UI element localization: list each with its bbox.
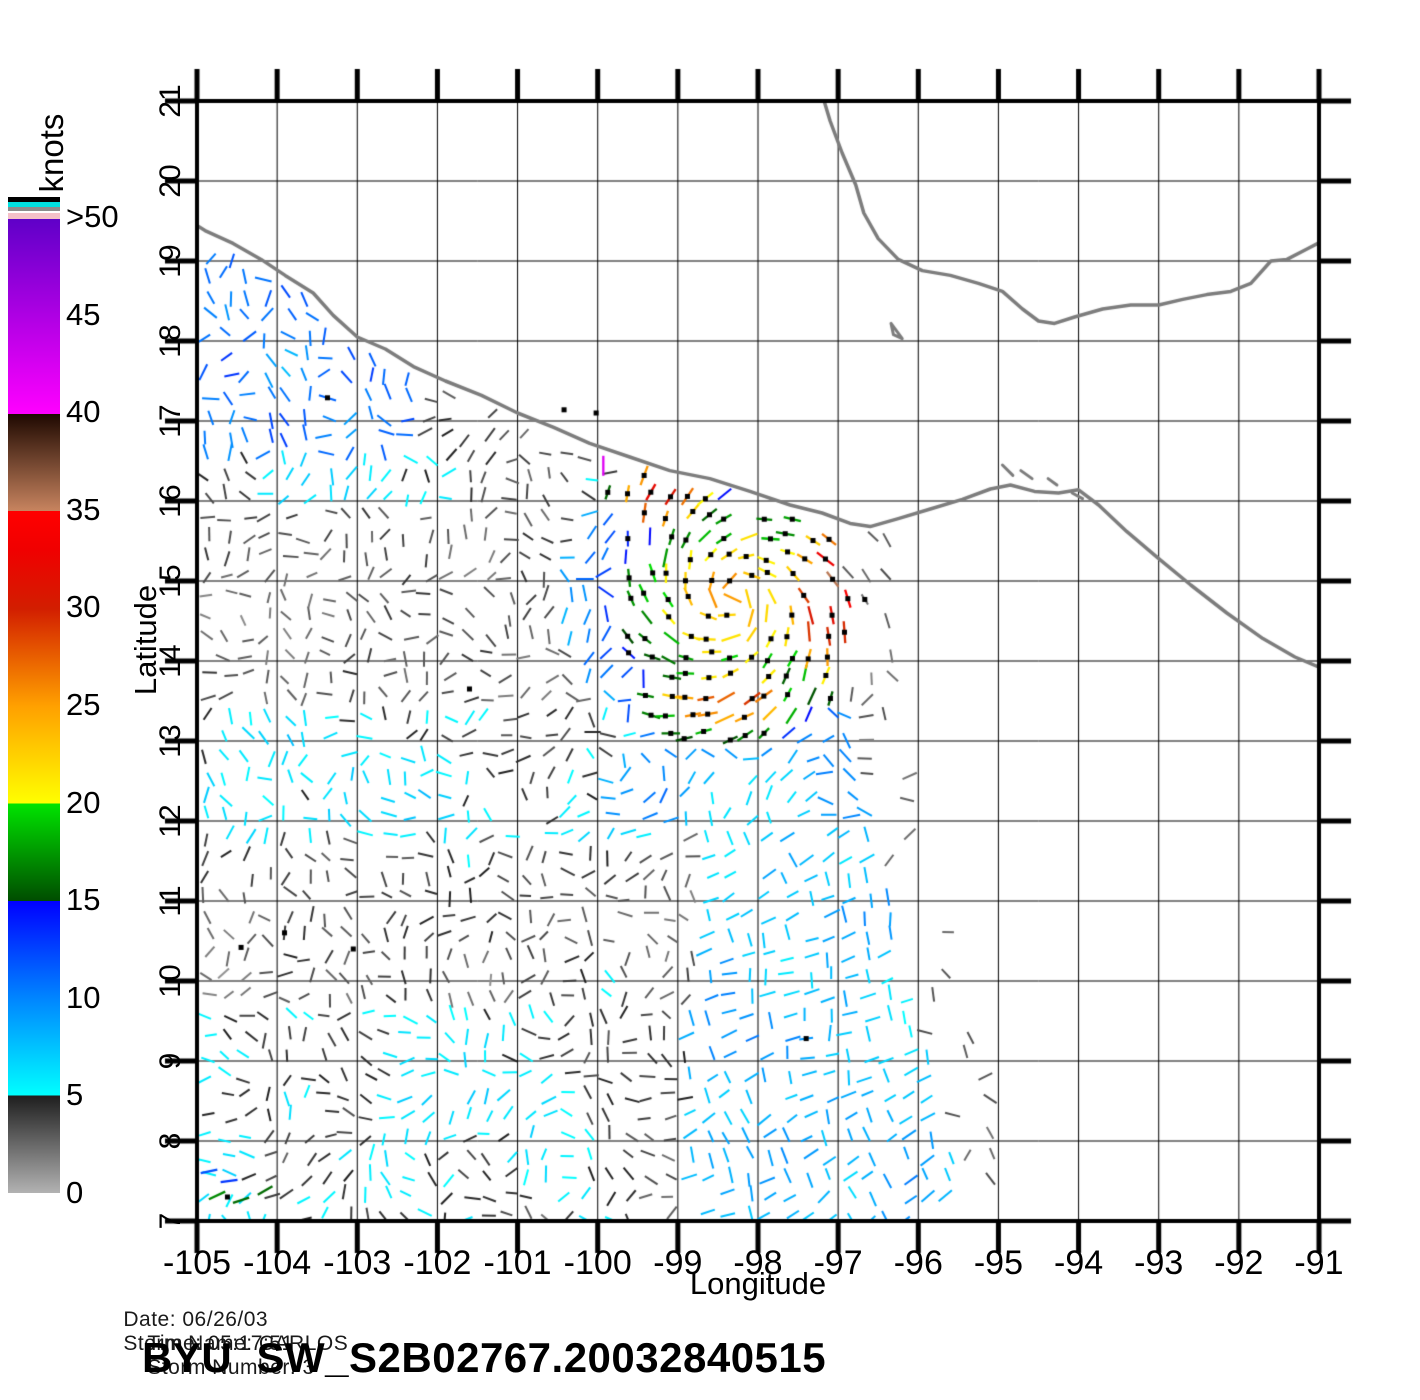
y-tick-label: 17 [154, 404, 187, 438]
x-tick-label: -97 [813, 1244, 863, 1282]
y-tick-label: 19 [154, 244, 187, 278]
colorbar-label: 20 [66, 784, 101, 820]
y-tick-label: 11 [154, 885, 187, 917]
y-tick-label: 16 [154, 484, 187, 518]
x-tick-label: -91 [1294, 1244, 1344, 1282]
x-tick-label: -104 [243, 1244, 312, 1282]
colorbar-stripe-0 [8, 197, 60, 202]
colorbar-label: 45 [66, 296, 101, 332]
y-tick-label: 10 [154, 964, 187, 998]
colorbar-stripe-1 [8, 202, 60, 207]
y-tick-label: 21 [154, 84, 187, 118]
x-tick-label: -96 [893, 1244, 943, 1282]
colorbar-stripe-4 [8, 213, 60, 219]
time-label: Time: 05:17:51 [147, 1332, 294, 1355]
x-tick-label: -99 [653, 1244, 703, 1282]
x-tick-label: -105 [162, 1244, 232, 1282]
x-tick-label: -101 [483, 1244, 552, 1282]
y-tick-label: 13 [154, 724, 187, 758]
y-axis-title: Latitude [128, 584, 163, 696]
colorbar-label: 5 [66, 1077, 84, 1113]
x-tick-label: -100 [563, 1244, 632, 1282]
y-tick-label: 12 [154, 804, 187, 838]
figure-title: BYU SW_S2B02767.20032840515 [142, 1334, 827, 1381]
colorbar-label: 10 [66, 979, 101, 1015]
footer-storm-info: Storm Name: CARLOS Storm Number: 3 [98, 1308, 348, 1400]
colorbar-stripe-3 [8, 211, 60, 213]
x-tick-label: -98 [733, 1244, 783, 1282]
colorbar-label: 15 [66, 882, 101, 918]
x-tick-label: -93 [1134, 1244, 1184, 1282]
colorbar [8, 219, 60, 1193]
colorbar-label: 0 [66, 1175, 84, 1210]
colorbar-stripe-2 [8, 207, 60, 211]
colorbar-label: 40 [66, 394, 101, 430]
footer-date-time: Date: 06/26/03 Time: 05:17:51 [98, 1284, 294, 1380]
y-tick-label: 14 [154, 644, 187, 678]
x-tick-label: -94 [1053, 1244, 1104, 1282]
colorbar-label: >50 [66, 199, 119, 234]
colorbar-title: knots [33, 113, 70, 193]
y-tick-label: 9 [154, 1052, 187, 1070]
y-tick-label: 18 [154, 324, 187, 358]
date-label: Date: 06/26/03 [123, 1308, 269, 1331]
colorbar-rain-flag-stripes [8, 197, 60, 219]
storm-number-label: Storm Number: 3 [147, 1356, 315, 1379]
y-tick-label: 20 [154, 164, 187, 198]
colorbar-label: 25 [66, 687, 101, 722]
colorbar-label: 35 [66, 491, 101, 527]
y-tick-label: 7 [154, 1212, 187, 1230]
x-tick-label: -103 [323, 1244, 392, 1282]
x-axis-title: Longitude [689, 1266, 827, 1301]
x-tick-label: -102 [403, 1244, 472, 1282]
x-tick-label: -92 [1214, 1244, 1264, 1282]
storm-name-label: Storm Name: CARLOS [123, 1332, 349, 1355]
y-tick-label: 15 [154, 564, 187, 598]
x-tick-label: -95 [973, 1244, 1023, 1282]
y-tick-label: 8 [154, 1132, 187, 1150]
colorbar-label: 30 [66, 589, 101, 625]
